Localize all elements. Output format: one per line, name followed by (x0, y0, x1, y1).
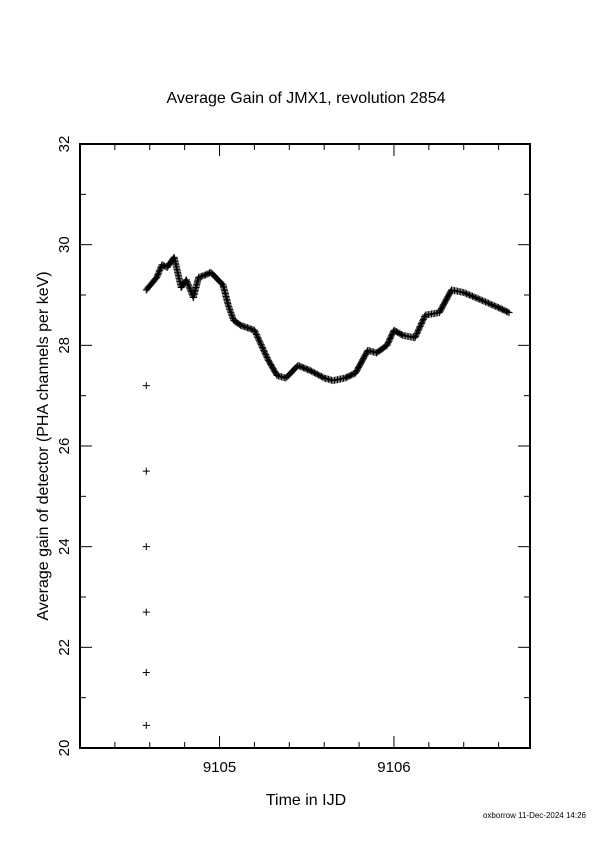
axis-ticks (80, 143, 530, 749)
gain-point (256, 339, 264, 347)
gain-point (252, 331, 260, 339)
y-tick-label: 24 (56, 538, 73, 555)
y-tick-label: 30 (56, 236, 73, 253)
gain-point (464, 290, 472, 298)
gain-point (486, 300, 494, 308)
gain-point (492, 302, 500, 310)
gain-point (258, 343, 266, 351)
plot-marks (142, 253, 513, 729)
gain-point (260, 348, 268, 356)
gain-point (461, 289, 469, 297)
gain-point (483, 299, 491, 307)
outlier-point (142, 608, 150, 616)
gain-point (254, 333, 262, 341)
x-tick-label: 9106 (377, 759, 410, 776)
footer-note: oxborrow 11-Dec-2024 14:26 (483, 811, 587, 820)
gain-point (226, 306, 234, 314)
gain-point (254, 335, 262, 343)
gain-point (505, 309, 513, 317)
gain-point (482, 298, 490, 306)
gain-point (463, 290, 471, 298)
gain-point (250, 326, 258, 334)
gain-point (227, 310, 235, 318)
x-axis-title: Time in IJD (266, 792, 346, 809)
outlier-point (142, 382, 150, 390)
gain-point (262, 351, 270, 359)
outlier-point (142, 543, 150, 551)
gain-point (255, 336, 263, 344)
y-tick-label: 32 (56, 136, 73, 153)
y-tick-label: 28 (56, 337, 73, 354)
gain-point (476, 295, 484, 303)
gain-point (261, 349, 269, 357)
gain-point (466, 291, 474, 299)
gain-point (226, 307, 234, 315)
outlier-point (142, 721, 150, 729)
gain-point (263, 354, 271, 362)
gain-point (468, 292, 476, 300)
gain-point (228, 312, 236, 320)
y-axis-title: Average gain of detector (PHA channels p… (35, 271, 52, 620)
gain-point (470, 293, 478, 301)
gain-point (182, 276, 190, 284)
gain-point (319, 373, 327, 381)
y-tick-label: 26 (56, 438, 73, 455)
gain-point (256, 338, 264, 346)
outlier-point (142, 669, 150, 676)
gain-point (227, 309, 235, 317)
gain-point (473, 294, 481, 302)
gain-point (484, 299, 492, 307)
gain-point (184, 279, 192, 287)
gain-point (185, 282, 193, 290)
gain-point (467, 292, 475, 300)
chart-title: Average Gain of JMX1, revolution 2854 (167, 90, 446, 107)
y-tick-label: 22 (56, 639, 73, 656)
gain-point (185, 283, 193, 291)
gain-point (260, 346, 268, 354)
x-tick-label: 9105 (203, 759, 236, 776)
gain-point (489, 301, 497, 309)
gain-point (183, 277, 191, 285)
gain-point (262, 352, 270, 360)
gain-point (479, 297, 487, 305)
gain-point (252, 329, 260, 337)
y-tick-label: 20 (56, 740, 73, 757)
gain-point (251, 328, 259, 336)
gain-point (477, 296, 485, 304)
gain-point (225, 304, 233, 312)
gain-point (471, 294, 479, 302)
gain-point (474, 295, 482, 303)
gain-point (259, 345, 267, 353)
gain-point (253, 332, 261, 340)
gain-point (480, 297, 488, 305)
gain-point (225, 303, 233, 311)
gain-point (228, 313, 236, 321)
gain-point (460, 288, 468, 296)
gain-point (490, 302, 498, 310)
gain-point (257, 341, 265, 349)
gain-point (258, 342, 266, 350)
gain-point (224, 301, 232, 309)
outlier-point (142, 467, 150, 475)
axis-labels: 20 22 24 26 28 30 32 9105 9106 (56, 136, 411, 776)
gain-point (184, 280, 192, 288)
gain-point (504, 308, 512, 316)
gain-point (487, 300, 495, 308)
plot-frame (79, 143, 531, 749)
